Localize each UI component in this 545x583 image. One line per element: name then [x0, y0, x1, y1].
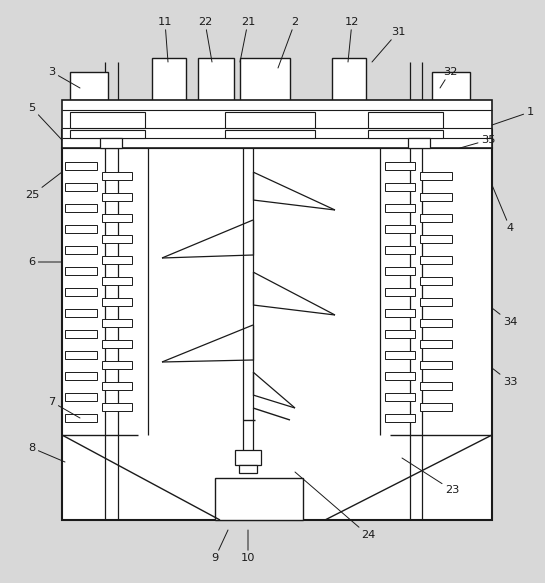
Bar — [102, 340, 132, 348]
Bar — [198, 58, 234, 102]
Bar — [70, 112, 145, 128]
Bar — [385, 162, 415, 170]
Bar — [102, 361, 132, 369]
Text: 8: 8 — [28, 443, 65, 462]
Text: 31: 31 — [372, 27, 405, 62]
Text: 24: 24 — [295, 472, 375, 540]
Bar — [102, 172, 132, 180]
Bar — [385, 414, 415, 422]
Bar — [65, 330, 97, 338]
Bar — [420, 235, 452, 243]
Bar — [385, 183, 415, 191]
Bar — [225, 130, 315, 138]
Bar — [102, 319, 132, 327]
Bar — [432, 72, 470, 100]
Bar — [102, 277, 132, 285]
Bar — [65, 204, 97, 212]
Bar — [408, 138, 430, 148]
Bar — [100, 138, 122, 148]
Bar — [102, 403, 132, 411]
Text: 10: 10 — [241, 530, 255, 563]
Bar — [65, 414, 97, 422]
Text: 5: 5 — [28, 103, 62, 140]
Bar — [62, 130, 492, 148]
Bar — [420, 319, 452, 327]
Bar — [102, 256, 132, 264]
Bar — [385, 351, 415, 359]
Bar — [102, 214, 132, 222]
Bar — [239, 465, 257, 473]
Text: 11: 11 — [158, 17, 172, 62]
Bar — [65, 393, 97, 401]
Text: 33: 33 — [492, 368, 517, 387]
Text: 21: 21 — [240, 17, 255, 62]
Bar — [102, 193, 132, 201]
Bar — [420, 172, 452, 180]
Bar — [385, 372, 415, 380]
Bar — [65, 162, 97, 170]
Bar — [385, 204, 415, 212]
Bar — [65, 267, 97, 275]
Bar — [385, 393, 415, 401]
Bar — [65, 309, 97, 317]
Bar — [420, 298, 452, 306]
Text: 23: 23 — [402, 458, 459, 495]
Bar — [420, 256, 452, 264]
Bar — [65, 225, 97, 233]
Bar — [420, 382, 452, 390]
Bar — [420, 340, 452, 348]
Bar — [65, 372, 97, 380]
Bar — [420, 214, 452, 222]
Bar — [385, 267, 415, 275]
Bar — [65, 351, 97, 359]
Text: 4: 4 — [492, 185, 513, 233]
Text: 25: 25 — [25, 172, 62, 200]
Bar — [62, 148, 492, 520]
Text: 9: 9 — [211, 530, 228, 563]
Bar — [65, 246, 97, 254]
Bar — [240, 58, 290, 102]
Bar — [152, 58, 186, 102]
Bar — [420, 193, 452, 201]
Text: 3: 3 — [49, 67, 80, 88]
Text: 22: 22 — [198, 17, 212, 62]
Bar — [102, 382, 132, 390]
Bar — [332, 58, 366, 102]
Bar — [70, 72, 108, 100]
Bar — [385, 330, 415, 338]
Bar — [420, 361, 452, 369]
Bar — [368, 112, 443, 128]
Bar — [368, 130, 443, 138]
Bar — [420, 277, 452, 285]
Bar — [385, 225, 415, 233]
Bar — [385, 309, 415, 317]
Bar — [235, 450, 261, 465]
Bar — [62, 100, 492, 148]
Bar — [102, 235, 132, 243]
Bar — [420, 403, 452, 411]
Text: 1: 1 — [492, 107, 534, 125]
Text: 35: 35 — [460, 135, 495, 148]
Text: 6: 6 — [28, 257, 62, 267]
Bar — [65, 288, 97, 296]
Bar — [385, 246, 415, 254]
Text: 12: 12 — [345, 17, 359, 62]
Bar — [225, 112, 315, 128]
Text: 7: 7 — [49, 397, 80, 418]
Bar — [102, 298, 132, 306]
Text: 2: 2 — [278, 17, 299, 68]
Bar — [385, 288, 415, 296]
Text: 32: 32 — [440, 67, 457, 88]
Bar — [70, 130, 145, 138]
Bar — [215, 478, 303, 520]
Bar — [65, 183, 97, 191]
Text: 34: 34 — [492, 308, 517, 327]
